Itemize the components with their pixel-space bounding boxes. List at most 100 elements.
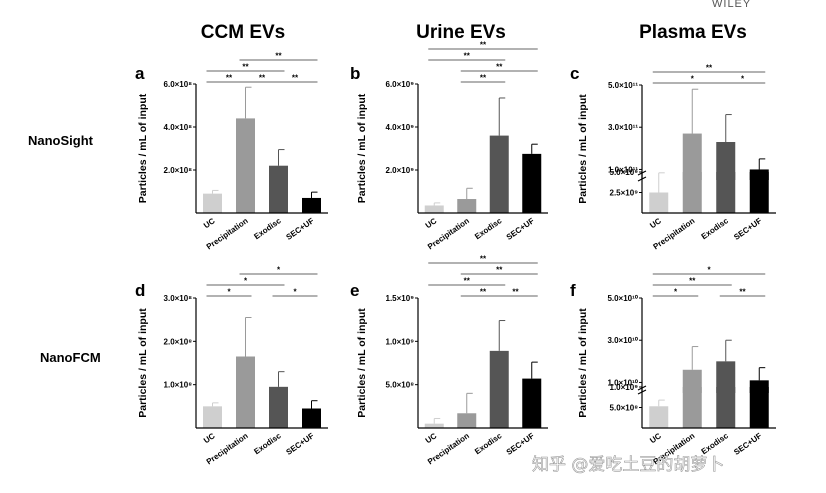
bar-c-3-lower [749, 172, 769, 213]
category-label-d-2: Exodisc [252, 431, 283, 456]
y-tick-label-e-1: 1.0×10⁹ [386, 337, 415, 346]
y-tick-label-f-3: 3.0×10¹⁰ [607, 336, 638, 345]
category-label-e-2: Exodisc [473, 431, 504, 456]
category-label-f-0: UC [648, 431, 663, 445]
y-tick-label-c-2: 1.0×10¹¹ [608, 165, 638, 174]
sig-label-b-2: ** [464, 52, 471, 61]
category-label-b-2: Exodisc [473, 216, 504, 241]
bar-b-0 [424, 205, 444, 213]
panel-letter-c: c [570, 64, 579, 83]
category-label-f-2: Exodisc [700, 431, 731, 456]
sig-label-e-0: ** [480, 288, 487, 297]
sig-label-b-0: ** [480, 74, 487, 83]
y-tick-label-c-1: 5.0×10⁹ [610, 168, 639, 177]
y-axis-label-f: Particles / mL of input [577, 308, 589, 418]
bar-e-2 [489, 350, 509, 428]
y-tick-label-e-0: 5.0×10⁸ [386, 381, 415, 390]
panel-letter-b: b [350, 64, 360, 83]
sig-label-c-0: * [741, 75, 745, 84]
sig-label-e-3: ** [496, 266, 503, 275]
bar-c-2-lower [716, 172, 736, 213]
y-tick-label-a-2: 6.0×10⁸ [164, 80, 193, 89]
y-axis-label-a: Particles / mL of input [137, 93, 149, 203]
y-tick-label-c-4: 5.0×10¹¹ [608, 81, 638, 90]
bar-b-3 [522, 153, 542, 213]
sig-label-e-1: ** [512, 288, 519, 297]
panel-d: d Particles / mL of input 1.0×10⁸ 2.0×10⁸ 3.… [135, 266, 328, 466]
panel-a: a Particles / mL of input 2.0×10⁸ 4.0×10⁸ 6.… [135, 52, 328, 251]
y-tick-label-f-2: 1.0×10¹⁰ [607, 378, 638, 387]
sig-label-d-3: * [277, 266, 281, 275]
y-tick-label-f-1: 1.0×10⁹ [610, 383, 639, 392]
category-label-c-3: SEC+UF [732, 216, 763, 242]
category-label-e-3: SEC+UF [505, 431, 536, 457]
panel-c: c Particles / mL of input 2.5×10⁹ 5.0×10⁹1.… [570, 64, 776, 251]
bar-c-3 [749, 169, 769, 180]
y-tick-label-f-0: 5.0×10⁸ [610, 404, 639, 413]
bar-c-1 [682, 133, 702, 180]
category-label-b-0: UC [424, 216, 439, 230]
bar-c-2 [716, 142, 736, 180]
axis-break-f [637, 385, 647, 395]
bar-d-2 [269, 386, 288, 428]
y-tick-label-b-0: 2.0×10⁹ [386, 166, 415, 175]
bar-e-3 [522, 378, 542, 428]
panel-b: b Particles / mL of input 2.0×10⁹ 4.0×10⁹ 6.… [350, 41, 548, 251]
column-title-urine: Urine EVs [416, 22, 506, 43]
y-tick-label-b-1: 4.0×10⁹ [386, 123, 415, 132]
bar-d-0 [203, 406, 222, 428]
sig-label-e-4: ** [480, 255, 487, 264]
category-label-b-3: SEC+UF [505, 216, 536, 242]
bar-b-2 [489, 135, 509, 213]
y-tick-label-e-2: 1.5×10⁹ [386, 294, 415, 303]
bar-f-1-lower [682, 387, 702, 428]
sig-label-f-3: * [707, 266, 711, 275]
y-tick-label-a-0: 2.0×10⁸ [164, 166, 193, 175]
y-axis-label-d: Particles / mL of input [137, 308, 149, 418]
bar-f-3-lower [749, 387, 769, 428]
category-label-e-0: UC [424, 431, 439, 445]
sig-label-a-4: ** [275, 52, 282, 61]
y-tick-label-d-1: 2.0×10⁸ [164, 337, 193, 346]
column-title-ccm: CCM EVs [201, 22, 285, 43]
sig-label-a-1: ** [259, 74, 266, 83]
header-fragment: WILEY [712, 0, 751, 10]
category-label-d-0: UC [202, 431, 217, 445]
bar-a-3 [302, 197, 321, 213]
panel-letter-d: d [135, 281, 145, 300]
axis-break-c [637, 170, 647, 182]
bar-a-1 [236, 118, 255, 213]
row-label-nanosight: NanoSight [28, 133, 94, 148]
sig-label-f-0: * [674, 288, 678, 297]
bar-e-0 [424, 423, 444, 428]
bar-d-1 [236, 356, 255, 428]
bar-f-1 [682, 369, 702, 393]
sig-label-b-1: ** [496, 63, 503, 72]
panel-letter-e: e [350, 281, 359, 300]
y-axis-label-b: Particles / mL of input [356, 93, 368, 203]
bar-c-0 [649, 192, 669, 213]
y-tick-label-a-1: 4.0×10⁸ [164, 123, 193, 132]
sig-label-c-2: ** [706, 64, 713, 73]
sig-label-f-1: ** [739, 288, 746, 297]
bar-f-0 [649, 406, 669, 428]
bar-e-1 [457, 413, 477, 428]
category-label-c-2: Exodisc [700, 216, 731, 241]
y-tick-label-c-0: 2.5×10⁹ [610, 189, 639, 198]
category-label-d-3: SEC+UF [284, 431, 315, 457]
category-label-a-3: SEC+UF [284, 216, 315, 242]
sig-label-f-2: ** [689, 277, 696, 286]
sig-label-e-2: ** [464, 277, 471, 286]
bar-c-1-lower [682, 172, 702, 213]
category-label-c-0: UC [648, 216, 663, 230]
sig-label-d-2: * [244, 277, 248, 286]
y-tick-label-d-2: 3.0×10⁸ [164, 294, 193, 303]
column-title-plasma: Plasma EVs [639, 22, 747, 43]
sig-label-d-1: * [293, 288, 297, 297]
y-tick-label-d-0: 1.0×10⁸ [164, 381, 193, 390]
sig-label-a-3: ** [242, 63, 249, 72]
bar-a-2 [269, 165, 288, 213]
category-label-a-0: UC [202, 216, 217, 230]
